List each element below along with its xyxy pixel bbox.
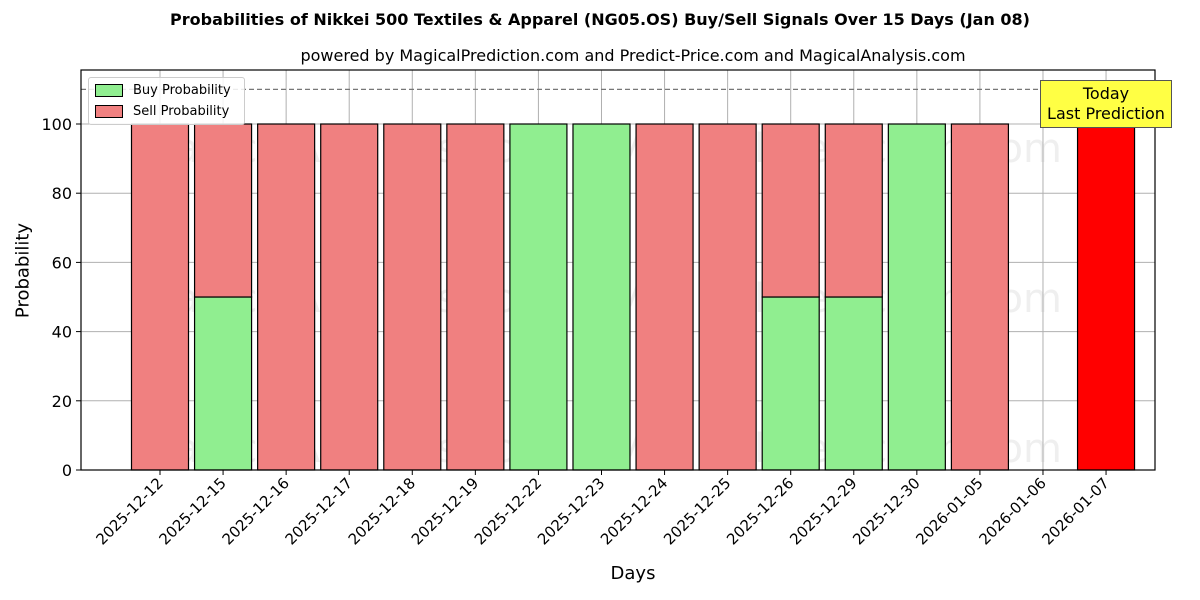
y-tick-label: 20 <box>52 392 72 411</box>
y-axis-label: Probability <box>12 222 34 319</box>
x-tick-label: 2025-12-15 <box>156 474 230 548</box>
buy-swatch-icon <box>95 84 123 97</box>
sell-bar <box>383 123 442 471</box>
x-tick-label: 2025-12-29 <box>786 474 860 548</box>
x-tick-label: 2026-01-06 <box>975 474 1049 548</box>
y-tick-label: 0 <box>62 461 72 480</box>
today-annotation: Today Last Prediction <box>1040 80 1172 128</box>
sell-bar <box>320 123 379 471</box>
sell-bar <box>446 123 505 471</box>
legend-sell-label: Sell Probability <box>133 104 230 119</box>
buy-bar <box>193 296 253 471</box>
sell-bar <box>698 123 757 471</box>
x-tick-label: 2026-01-05 <box>912 474 986 548</box>
chart-subtitle: powered by MagicalPrediction.com and Pre… <box>300 46 966 65</box>
sell-bar <box>130 123 190 471</box>
x-tick-label: 2025-12-23 <box>534 474 608 548</box>
y-tick-label: 60 <box>52 253 72 272</box>
buy-bar <box>824 296 883 471</box>
x-tick-label: 2025-12-26 <box>723 474 797 548</box>
today-annotation-line1: Today <box>1082 84 1130 103</box>
sell-bar <box>950 123 1010 471</box>
y-tick-label: 40 <box>52 323 72 342</box>
chart-title: Probabilities of Nikkei 500 Textiles & A… <box>170 10 1030 29</box>
x-tick-label: 2025-12-17 <box>282 474 356 548</box>
legend-item-sell: Sell Probability <box>95 104 229 119</box>
sell-bar <box>193 123 253 298</box>
today-bar <box>1076 123 1136 471</box>
sell-bar <box>257 123 316 471</box>
y-tick-label: 100 <box>41 115 72 134</box>
x-tick-label: 2025-12-19 <box>408 474 482 548</box>
x-tick-label: 2025-12-25 <box>660 474 734 548</box>
buy-bar <box>761 296 820 471</box>
sell-bar <box>635 123 694 471</box>
x-tick-label: 2025-12-30 <box>849 474 923 548</box>
x-tick-label: 2026-01-07 <box>1038 474 1112 548</box>
x-tick-label: 2025-12-12 <box>92 474 166 548</box>
x-tick-label: 2025-12-22 <box>471 474 545 548</box>
legend: Buy Probability Sell Probability <box>88 77 245 125</box>
y-tick-label: 80 <box>52 184 72 203</box>
buy-bar <box>572 123 631 471</box>
legend-item-buy: Buy Probability <box>95 83 231 98</box>
x-axis-label: Days <box>610 563 656 584</box>
x-tick-label: 2025-12-18 <box>345 474 419 548</box>
sell-swatch-icon <box>95 105 123 118</box>
sell-bar <box>824 123 883 298</box>
buy-bar <box>887 123 946 471</box>
x-tick-label: 2025-12-24 <box>597 474 671 548</box>
today-annotation-line2: Last Prediction <box>1047 104 1165 123</box>
buy-bar <box>509 123 568 471</box>
legend-buy-label: Buy Probability <box>133 83 231 98</box>
plot-frame <box>80 69 1156 471</box>
sell-bar <box>761 123 820 298</box>
x-tick-label: 2025-12-16 <box>219 474 293 548</box>
